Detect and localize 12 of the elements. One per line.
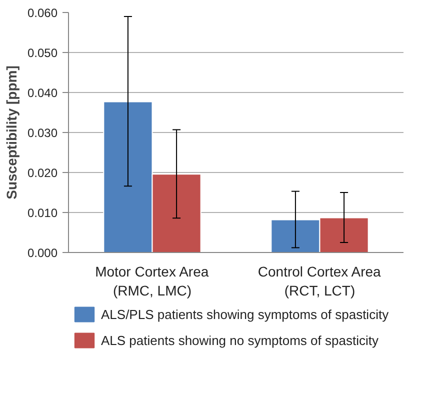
legend-label: ALS/PLS patients showing symptoms of spasticity: [101, 306, 389, 322]
y-tick-label: 0.020: [27, 166, 58, 180]
x-tick-label: Control Cortex Area (RCT, LCT): [258, 264, 382, 299]
y-tick-label: 0.000: [27, 246, 58, 260]
y-tick-label: 0.040: [27, 86, 58, 100]
y-tick-label: 0.060: [27, 6, 58, 20]
y-tick-label: 0.030: [27, 126, 58, 140]
y-tick-label: 0.050: [27, 46, 58, 60]
y-tick-label: 0.010: [27, 206, 58, 220]
legend-label: ALS patients showing no symptoms of spasticity: [101, 332, 378, 348]
y-axis-title: Susceptibility [ppm]: [3, 66, 20, 200]
x-tick-label: Motor Cortex Area (RMC, LMC): [95, 264, 209, 299]
